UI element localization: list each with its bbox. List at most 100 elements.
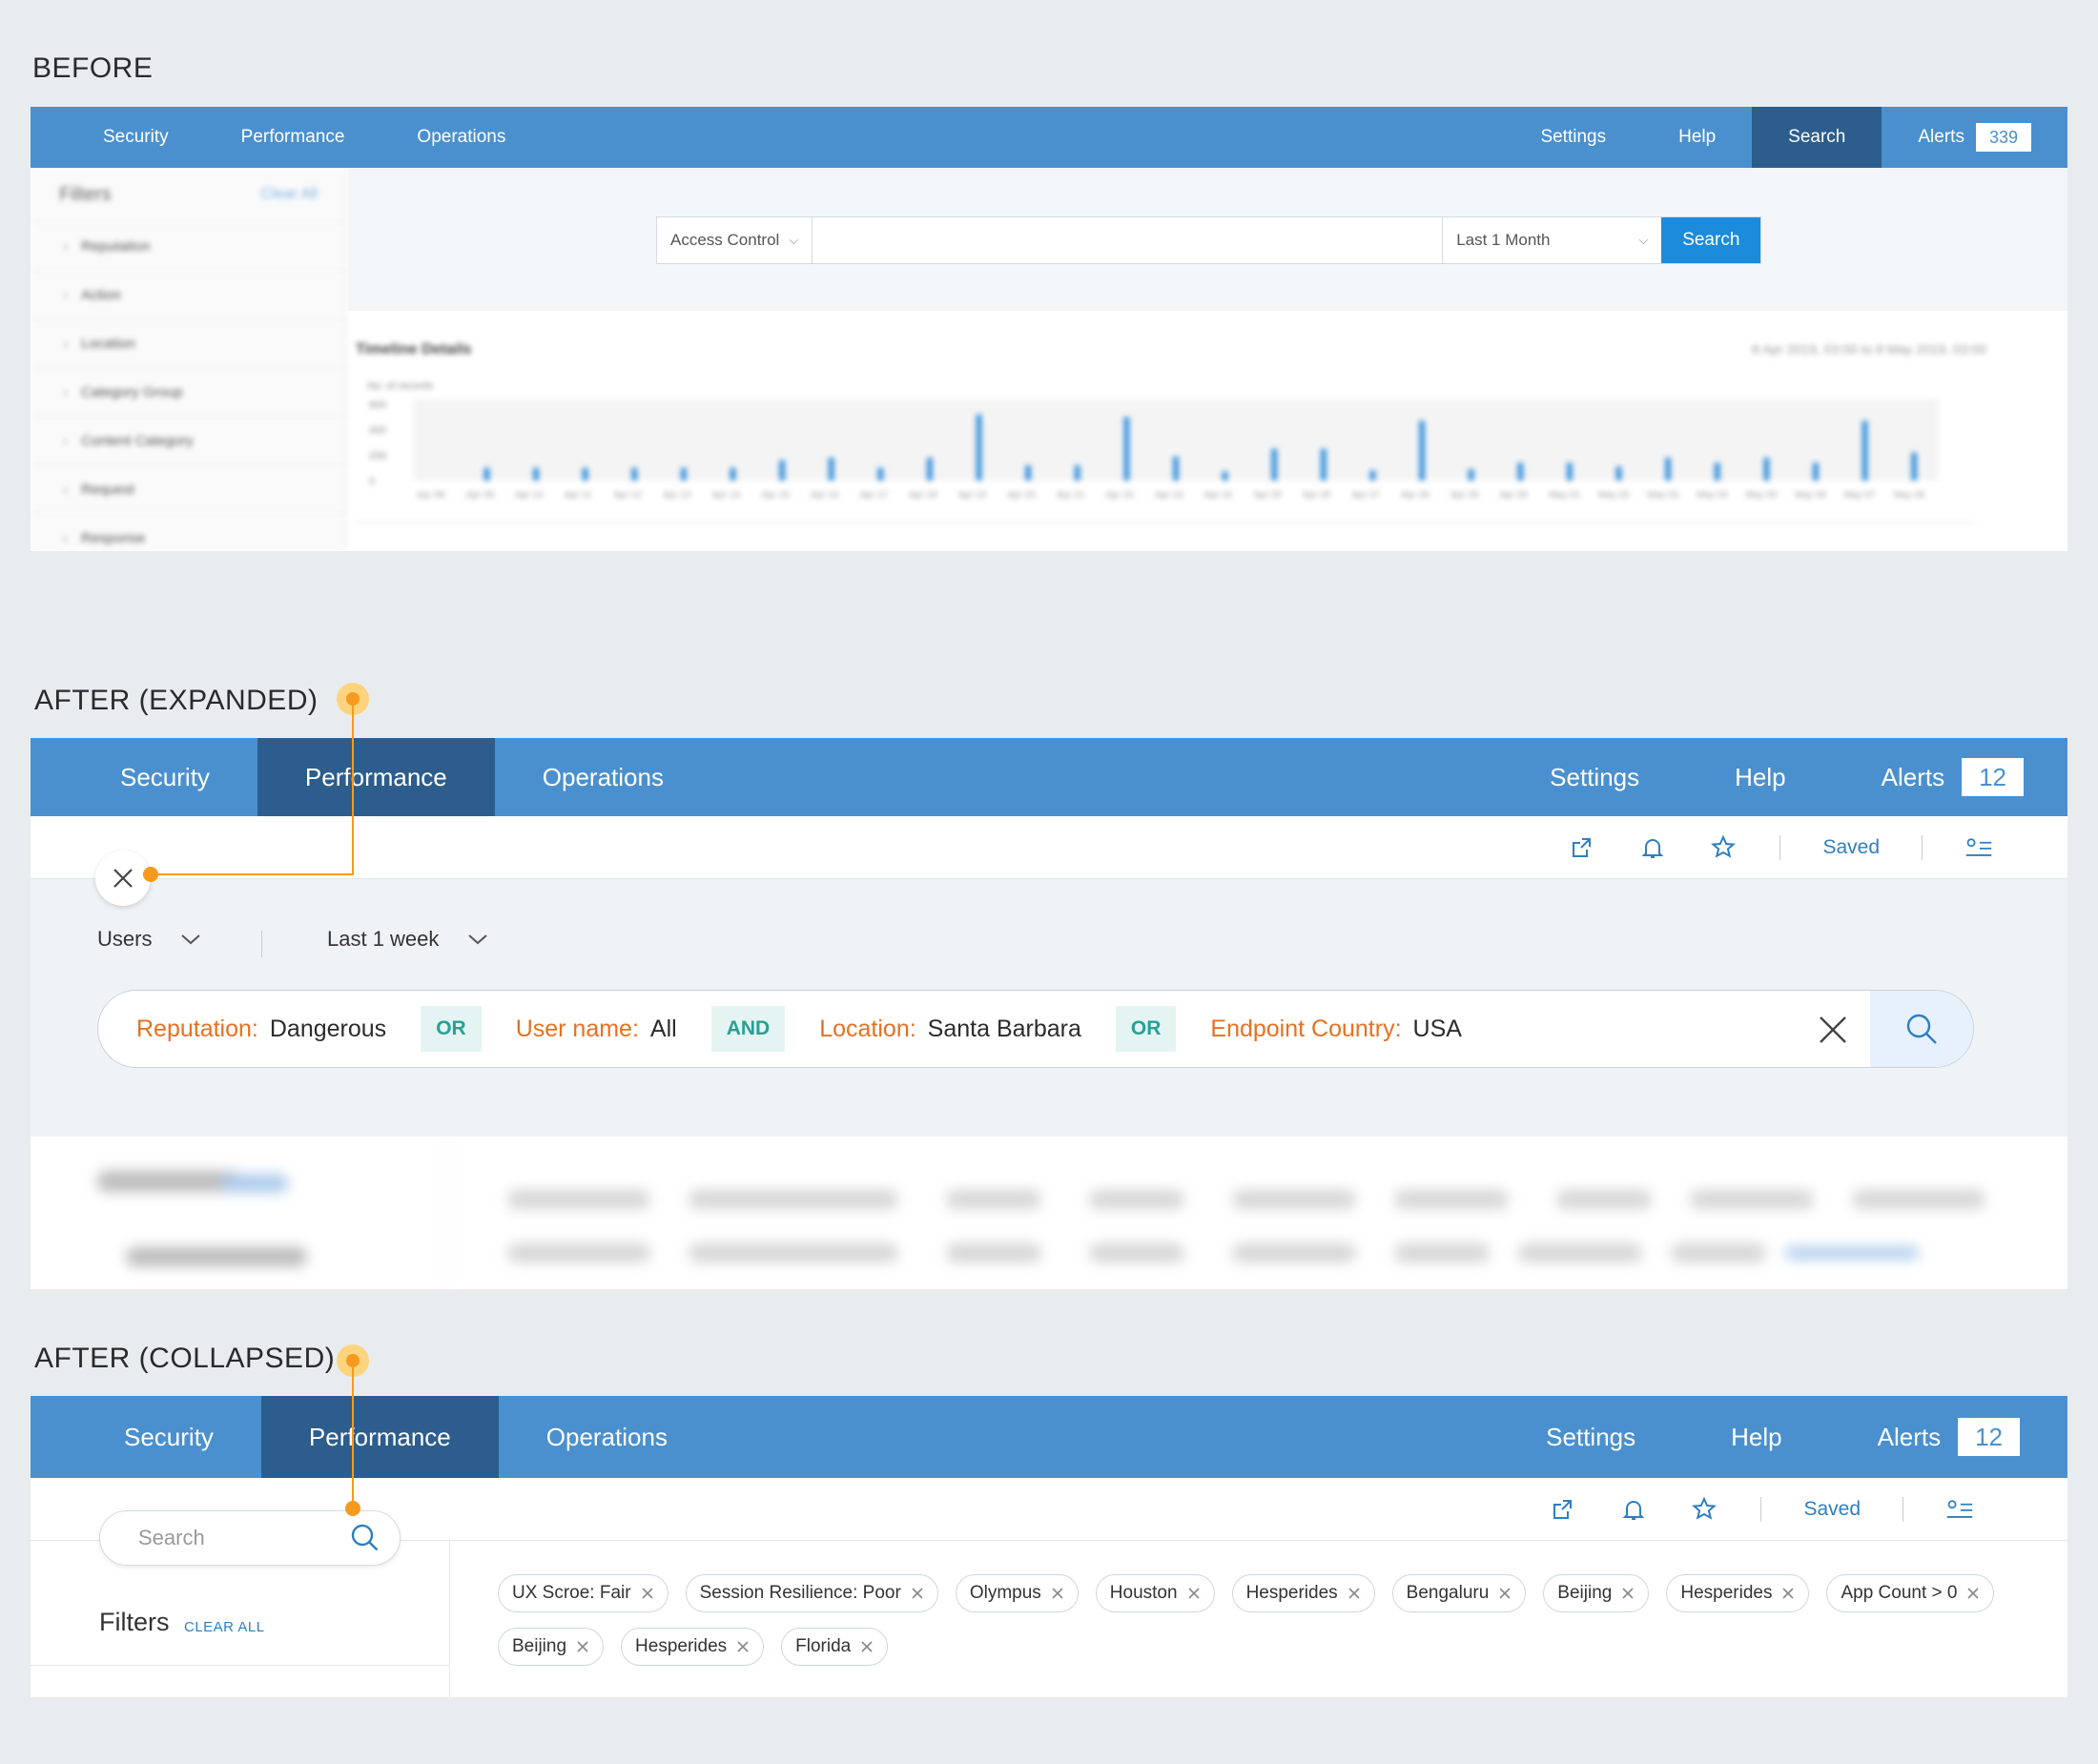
share-icon[interactable] [1568,833,1596,862]
chart-x-tick: Apr 18 [909,490,937,501]
query-value[interactable]: Santa Barbara [927,1015,1081,1042]
collapsed-navbar: Security Performance Operations Settings… [31,1396,2067,1478]
collapse-search-button[interactable] [95,851,151,906]
bell-icon[interactable] [1638,833,1667,862]
users-dropdown[interactable]: Users [97,927,201,952]
remove-chip-icon[interactable] [1051,1587,1064,1600]
before-search-input[interactable] [812,217,1442,263]
filter-item[interactable]: Action [31,270,346,318]
share-icon[interactable] [1549,1495,1577,1524]
chart-bar [483,467,490,481]
search-button[interactable]: Search [1661,217,1761,263]
nav-security[interactable]: Security [103,127,169,147]
star-icon[interactable] [1690,1495,1718,1524]
remove-chip-icon[interactable] [736,1640,750,1653]
filter-chip-label: Session Resilience: Poor [699,1583,901,1603]
remove-chip-icon[interactable] [1621,1587,1635,1600]
alerts-count-badge: 12 [1962,758,2024,796]
nav-help[interactable]: Help [1731,1422,1782,1451]
filter-chip[interactable]: Beijing [1543,1574,1650,1612]
filter-item[interactable]: Response [31,513,346,551]
scope-dropdown[interactable]: Access Control ⌵ [657,217,813,263]
nav-search[interactable]: Search [1752,107,1882,168]
nav-settings[interactable]: Settings [1546,1422,1636,1451]
filter-chip[interactable]: App Count > 0 [1826,1574,1995,1612]
filter-chip[interactable]: Bengaluru [1391,1574,1527,1612]
nav-operations[interactable]: Operations [542,762,664,791]
filter-item[interactable]: Category Group [31,367,346,416]
remove-chip-icon[interactable] [1966,1587,1980,1600]
nav-alerts[interactable]: Alerts 339 [1882,107,2067,168]
bell-icon[interactable] [1619,1495,1648,1524]
nav-help[interactable]: Help [1735,762,1786,791]
query-value[interactable]: Dangerous [269,1015,387,1042]
remove-chip-icon[interactable] [1347,1587,1361,1600]
nav-performance[interactable]: Performance [240,127,345,147]
chart-y-tick: 600 [369,400,386,411]
chart-x-tick: Apr 21 [1057,490,1085,501]
filter-chip[interactable]: Beijing [498,1628,605,1666]
remove-chip-icon[interactable] [1498,1587,1512,1600]
remove-chip-icon[interactable] [576,1640,589,1653]
query-operator[interactable]: OR [1115,1006,1177,1052]
expanded-navbar: Security Performance Operations Settings… [31,738,2067,816]
clear-all-link[interactable]: Clear All [260,186,318,202]
remove-chip-icon[interactable] [1187,1587,1201,1600]
chart-y-tick: 0 [369,476,375,487]
search-input[interactable] [138,1526,329,1550]
query-search-button[interactable] [1870,991,1973,1067]
filters-title: Filters [59,183,112,205]
nav-security[interactable]: Security [120,762,210,791]
clear-query-icon[interactable] [1815,1012,1851,1048]
filter-chip[interactable]: Hesperides [1666,1574,1810,1612]
remove-chip-icon[interactable] [641,1587,654,1600]
nav-security[interactable]: Security [124,1422,214,1451]
filter-chip[interactable]: UX Scroe: Fair [498,1574,668,1612]
star-icon[interactable] [1709,833,1738,862]
chart-bar [1468,469,1474,481]
annotation-point [345,1501,360,1516]
clear-all-link[interactable]: CLEAR ALL [184,1619,265,1635]
chart-bar [533,467,540,481]
user-list-icon[interactable] [1964,833,1993,862]
nav-alerts[interactable]: Alerts 12 [1834,738,2067,816]
query-value[interactable]: All [649,1015,677,1042]
search-icon[interactable] [350,1523,381,1553]
query-operator[interactable]: OR [421,1006,482,1052]
filter-chip[interactable]: Florida [781,1628,889,1666]
remove-chip-icon[interactable] [860,1640,874,1653]
time-range-dropdown[interactable]: Last 1 week [327,927,488,952]
chart-bar [1714,462,1720,481]
filter-chip[interactable]: Hesperides [621,1628,765,1666]
chevron-down-icon: ⌵ [1638,233,1649,247]
filter-chip[interactable]: Hesperides [1231,1574,1375,1612]
filter-chip[interactable]: Session Resilience: Poor [685,1574,938,1612]
nav-performance[interactable]: Performance [257,738,495,816]
saved-link[interactable]: Saved [1822,835,1880,858]
filter-chip[interactable]: Olympus [955,1574,1079,1612]
remove-chip-icon[interactable] [911,1587,924,1600]
nav-settings[interactable]: Settings [1550,762,1640,791]
collapsed-search-field[interactable] [99,1510,401,1566]
filter-item[interactable]: Request [31,464,346,513]
filter-item[interactable]: Location [31,318,346,367]
user-list-icon[interactable] [1945,1495,1974,1524]
nav-operations[interactable]: Operations [417,127,506,147]
query-operator[interactable]: AND [710,1006,786,1052]
nav-help[interactable]: Help [1678,127,1717,147]
saved-link[interactable]: Saved [1803,1497,1861,1520]
range-dropdown[interactable]: Last 1 Month ⌵ [1442,217,1661,263]
collapsed-content: Filters CLEAR ALL UX Scroe: Fair Session … [31,1541,2067,1697]
timeline-chart-svg: No. of records 600 400 200 0 Apr 08 Apr 09 Apr … [356,380,1977,523]
query-search-bar[interactable]: Reputation: Dangerous OR User name: All … [97,990,1974,1068]
query-value[interactable]: USA [1412,1015,1462,1042]
filter-item[interactable]: Reputation [31,221,346,270]
filter-chip[interactable]: Houston [1095,1574,1215,1612]
nav-settings[interactable]: Settings [1540,127,1607,147]
nav-alerts[interactable]: Alerts 12 [1830,1396,2067,1478]
filter-item[interactable]: Content Category [31,416,346,464]
nav-operations[interactable]: Operations [545,1422,668,1451]
scope-dropdown-label: Access Control [670,231,780,249]
nav-performance[interactable]: Performance [260,1396,499,1478]
remove-chip-icon[interactable] [1781,1587,1795,1600]
